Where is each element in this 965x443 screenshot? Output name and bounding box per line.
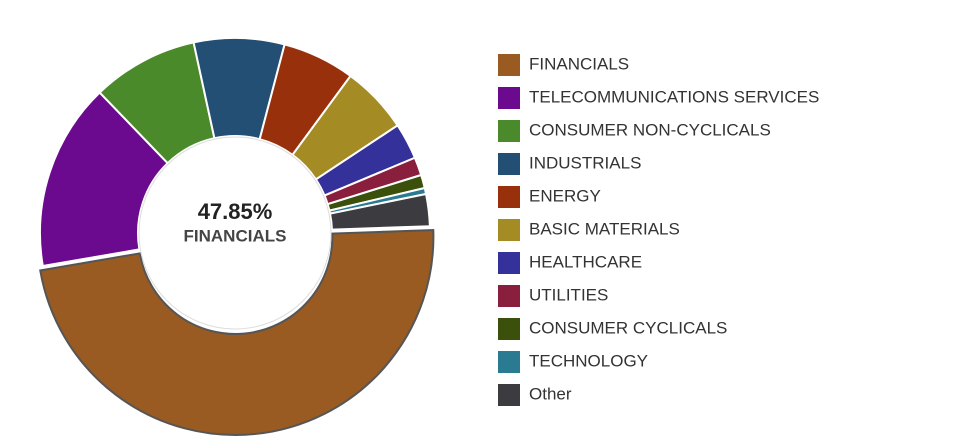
- legend-swatch: [498, 285, 520, 307]
- legend-label: UTILITIES: [529, 285, 608, 304]
- legend-label: ENERGY: [529, 186, 601, 205]
- legend-swatch: [498, 87, 520, 109]
- legend-swatch: [498, 153, 520, 175]
- legend-swatch: [498, 54, 520, 76]
- legend-label: CONSUMER NON-CYCLICALS: [529, 120, 771, 139]
- pie: [39, 37, 435, 436]
- donut-hole: [138, 136, 332, 330]
- legend-swatch: [498, 318, 520, 340]
- legend-label: Other: [529, 384, 572, 403]
- legend-swatch: [498, 252, 520, 274]
- legend-swatch: [498, 219, 520, 241]
- legend: FINANCIALS TELECOMMUNICATIONS SERVICES CON…: [498, 54, 819, 406]
- legend-swatch: [498, 186, 520, 208]
- legend-label: FINANCIALS: [529, 54, 629, 73]
- legend-label: TECHNOLOGY: [529, 351, 648, 370]
- slice: [328, 192, 431, 231]
- legend-swatch: [498, 384, 520, 406]
- legend-swatch: [498, 120, 520, 142]
- center-value: 47.85%: [198, 199, 273, 224]
- center-category: FINANCIALS: [184, 226, 287, 245]
- legend-label: BASIC MATERIALS: [529, 219, 680, 238]
- slice: [39, 229, 435, 436]
- legend-label: HEALTHCARE: [529, 252, 642, 271]
- legend-label: CONSUMER CYCLICALS: [529, 318, 727, 337]
- slice: [39, 91, 170, 268]
- legend-swatch: [498, 351, 520, 373]
- legend-label: TELECOMMUNICATIONS SERVICES: [529, 87, 819, 106]
- legend-label: INDUSTRIALS: [529, 153, 641, 172]
